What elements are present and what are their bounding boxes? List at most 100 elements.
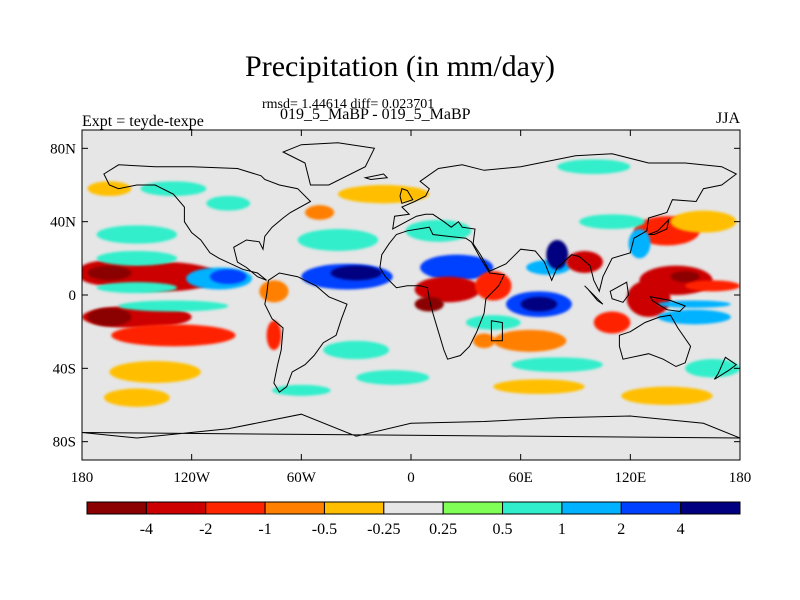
field-region-12 — [103, 388, 170, 407]
difference-field — [82, 159, 740, 407]
field-region-43 — [670, 271, 700, 283]
continent-outline-3 — [392, 153, 738, 293]
continent-outline-2 — [379, 226, 505, 360]
field-region-28 — [414, 296, 444, 312]
colorbar-label-3: -0.5 — [312, 521, 337, 538]
experiment-label: Expt = teyde-texpe — [82, 113, 204, 130]
field-region-14 — [87, 181, 132, 197]
field-region-21 — [323, 340, 390, 360]
x-tick-label-1: 120W — [173, 470, 211, 486]
colorbar-label-9: 4 — [677, 521, 685, 538]
y-tick-label-1: 40N — [50, 215, 76, 231]
colorbar: -4 -2 -1 -0.5 -0.25 0.25 0.5 1 2 4 — [86, 501, 741, 538]
colorbar-label-0: -4 — [140, 521, 153, 538]
field-region-8 — [111, 324, 236, 347]
continent-outline-4 — [618, 314, 692, 368]
colorbar-swatch-4 — [323, 501, 385, 515]
field-region-11 — [109, 361, 201, 383]
continent-outline-1 — [264, 272, 348, 393]
field-region-35 — [546, 240, 569, 270]
field-region-55 — [304, 205, 335, 220]
colorbar-swatch-8 — [561, 501, 622, 515]
field-region-39 — [493, 379, 585, 394]
continent-outline-12 — [648, 218, 670, 235]
colorbar-swatch-6 — [442, 501, 504, 515]
season-label: JJA — [715, 110, 740, 127]
colorbar-swatch-9 — [620, 501, 682, 515]
field-region-13 — [96, 225, 178, 244]
field-region-20 — [297, 229, 379, 251]
y-tick-label-2: 0 — [69, 288, 77, 304]
x-tick-label-0: 180 — [71, 470, 94, 486]
field-region-46 — [685, 280, 740, 292]
x-tick-label-5: 120E — [614, 470, 646, 486]
continent-outlines — [82, 142, 740, 439]
field-region-49 — [670, 210, 737, 233]
field-region-50 — [579, 214, 645, 230]
field-region-25 — [405, 219, 472, 242]
field-region-37 — [493, 329, 567, 352]
chart-subtitle: 019_5_MaBP - 019_5_MaBP — [280, 106, 471, 123]
colorbar-swatch-0 — [86, 501, 147, 515]
x-tick-label-3: 0 — [407, 470, 415, 486]
colorbar-label-7: 1 — [558, 521, 566, 538]
field-region-48 — [628, 229, 651, 259]
field-region-27 — [414, 276, 481, 303]
colorbar-label-8: 2 — [617, 521, 625, 538]
field-region-36 — [566, 251, 603, 273]
field-region-52 — [621, 386, 713, 406]
colorbar-label-5: 0.25 — [429, 521, 457, 538]
field-region-44 — [657, 309, 731, 325]
field-region-17 — [266, 320, 282, 351]
y-tick-label-4: 80S — [53, 435, 76, 451]
field-region-15 — [140, 181, 207, 197]
continent-outline-10 — [399, 188, 414, 204]
field-region-22 — [356, 370, 430, 385]
map-axes: 180 120W 60W 0 60E 120E 180 80N 40N 0 40S 80S — [50, 130, 751, 486]
field-region-45 — [657, 300, 731, 308]
stats-text: rmsd= 1.44614 diff= 0.023701 — [262, 97, 435, 112]
colorbar-label-2: -1 — [258, 521, 271, 538]
field-region-51 — [685, 359, 740, 378]
colorbar-swatch-5 — [383, 501, 444, 515]
field-region-5 — [96, 251, 178, 266]
continent-outline-0 — [103, 164, 312, 281]
colorbar-swatch-10 — [680, 501, 741, 515]
field-region-9 — [87, 307, 132, 327]
field-region-53 — [557, 159, 631, 175]
colorbar-swatch-7 — [502, 501, 563, 515]
x-tick-label-2: 60W — [287, 470, 317, 486]
continent-outline-14 — [713, 356, 738, 380]
colorbar-label-6: 0.5 — [493, 521, 513, 538]
colorbar-swatch-2 — [205, 501, 266, 515]
colorbar-swatch-1 — [145, 501, 207, 515]
field-region-29 — [474, 271, 512, 301]
y-tick-label-0: 80N — [50, 141, 76, 157]
continent-outline-7 — [584, 285, 604, 305]
field-region-10 — [118, 300, 229, 312]
chart-title: Precipitation (in mm/day) — [245, 50, 555, 83]
continent-outline-9 — [649, 296, 687, 313]
field-region-6 — [96, 282, 178, 294]
colorbar-label-1: -2 — [199, 521, 212, 538]
field-region-26 — [420, 254, 494, 281]
continent-outline-8 — [609, 281, 630, 303]
field-region-30 — [465, 315, 521, 330]
continent-outline-13 — [490, 320, 503, 342]
field-region-24 — [337, 185, 430, 204]
field-region-54 — [206, 196, 251, 211]
field-region-16 — [259, 280, 289, 303]
continent-outline-6 — [82, 413, 740, 439]
field-region-23 — [272, 384, 331, 396]
x-tick-label-6: 180 — [729, 470, 752, 486]
field-region-4 — [209, 269, 247, 284]
field-region-40 — [593, 311, 631, 334]
y-tick-label-3: 40S — [53, 361, 76, 377]
field-region-19 — [330, 265, 382, 281]
x-tick-label-4: 60E — [509, 470, 533, 486]
field-region-31 — [473, 333, 496, 349]
colorbar-swatch-3 — [264, 501, 325, 515]
continent-outline-5 — [281, 142, 376, 186]
colorbar-label-4: -0.25 — [367, 521, 400, 538]
